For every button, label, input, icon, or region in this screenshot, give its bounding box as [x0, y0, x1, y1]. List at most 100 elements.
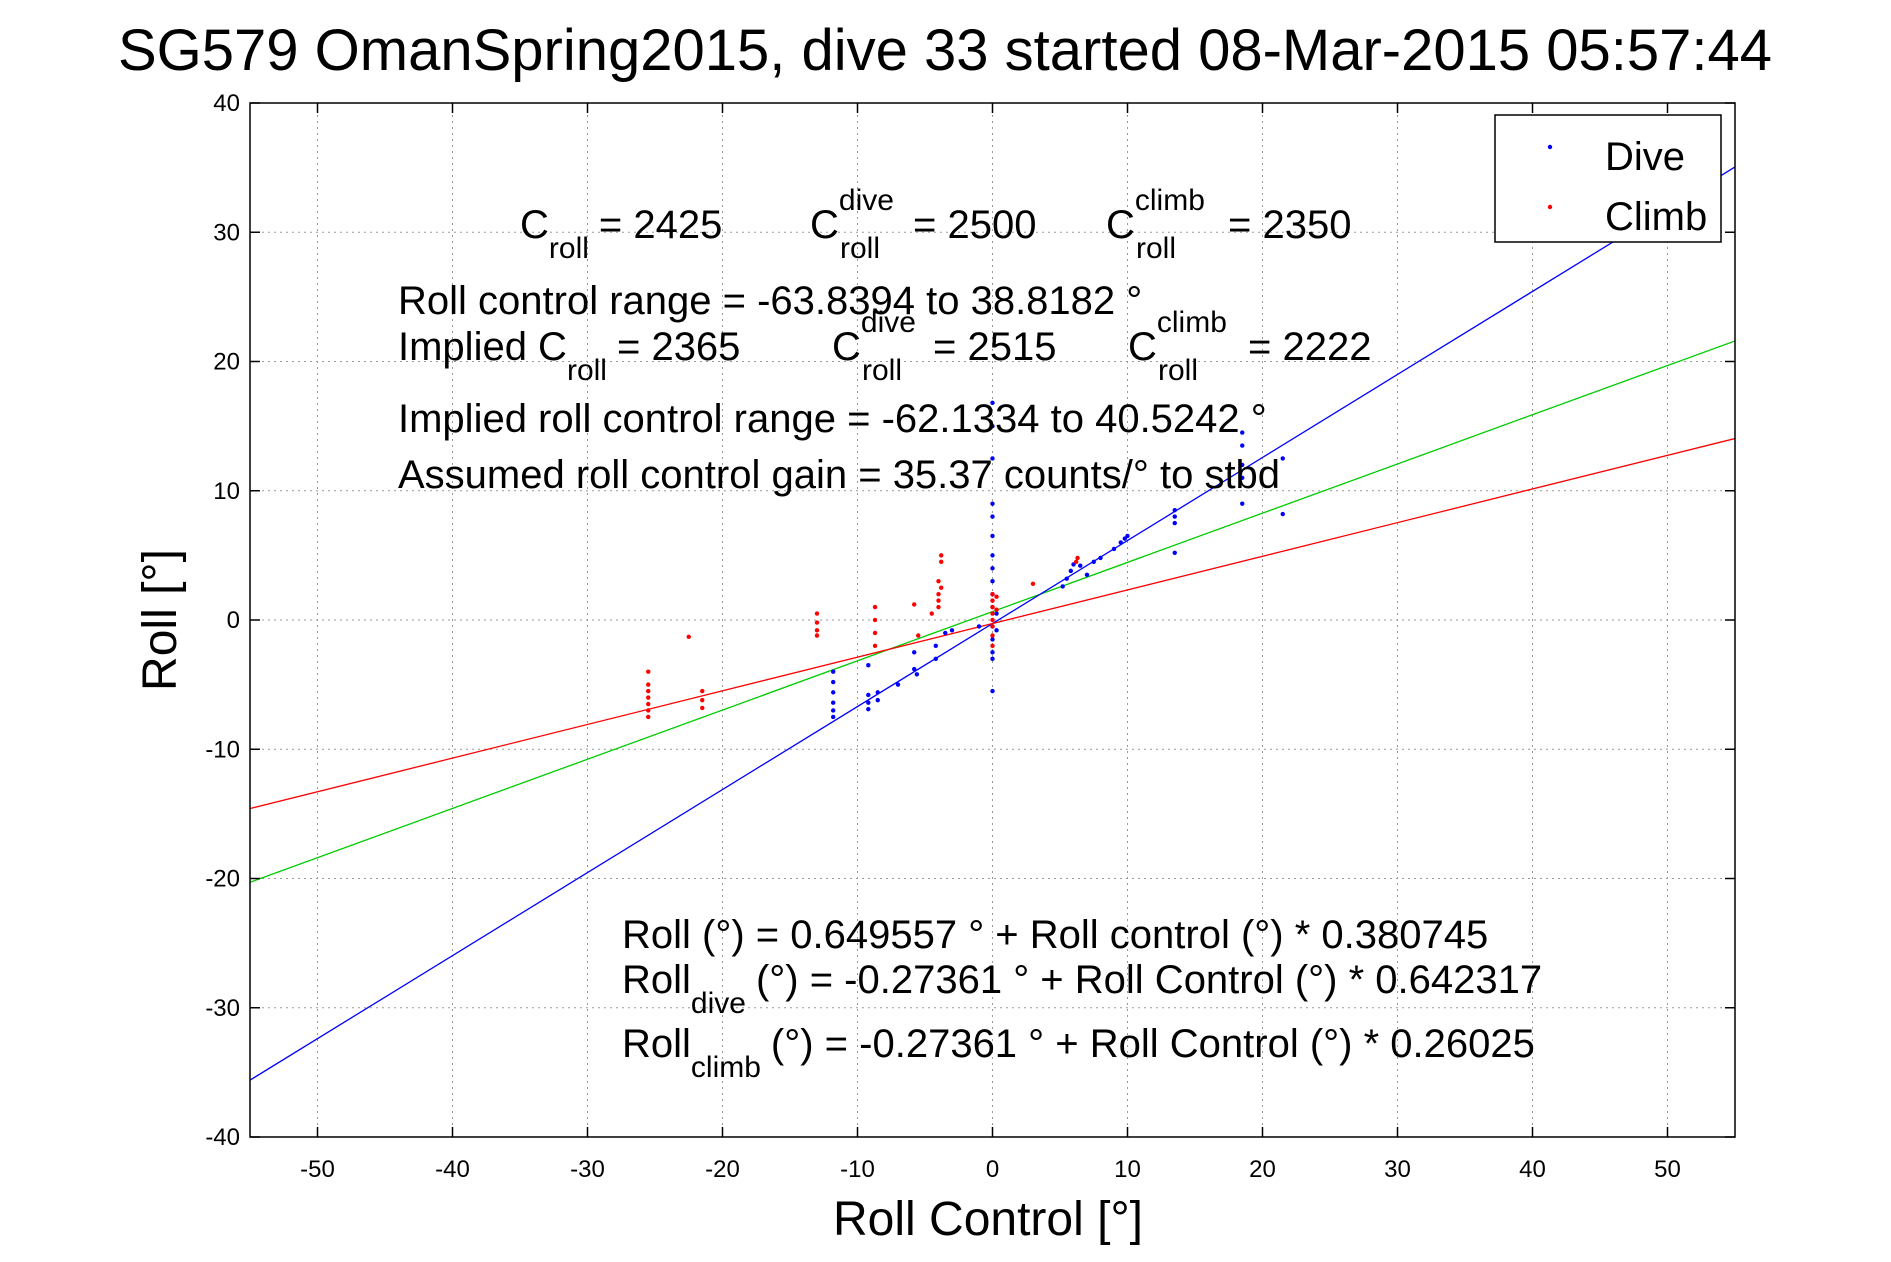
legend-box	[1494, 114, 1722, 243]
eq-climb-label: Roll	[622, 1022, 691, 1066]
dive-point	[831, 708, 836, 713]
dive-point	[1280, 456, 1285, 461]
dive-point	[1240, 462, 1245, 468]
x-tick-label: -50	[300, 1156, 335, 1183]
dive-point	[866, 663, 871, 668]
x-tick-label: 10	[1114, 1156, 1141, 1183]
implied-c-dive-annotation: Cdive	[832, 306, 916, 369]
climb-fit-line	[250, 437, 1735, 810]
x-tick-label: 40	[1519, 1156, 1546, 1183]
eq-dive-sub: dive	[691, 987, 746, 1020]
dive-point	[1240, 475, 1245, 481]
dive-point	[1240, 501, 1245, 506]
climb-point	[814, 633, 820, 638]
implied-climb-sub: roll	[1158, 354, 1198, 387]
c-roll-annotation: Croll = 2425	[520, 203, 722, 265]
dive-point	[990, 553, 995, 558]
dive-point	[912, 666, 917, 672]
climb-point	[990, 604, 995, 610]
implied-roll-control-range: Implied roll control range = -62.1334 to…	[398, 397, 1267, 441]
c-climb-sup: climb	[1135, 184, 1205, 217]
climb-point	[990, 591, 995, 597]
dive-point	[990, 656, 995, 661]
climb-point	[939, 559, 944, 565]
dive-point	[943, 630, 948, 636]
dive-point	[1172, 550, 1177, 555]
climb-point	[936, 591, 941, 597]
dive-point	[866, 700, 871, 705]
climb-point	[700, 705, 705, 711]
data-points	[646, 400, 1285, 720]
climb-point	[814, 620, 820, 625]
dive-point	[976, 624, 982, 629]
dive-point	[1240, 430, 1245, 435]
annotations: Croll = 2425 Cdive roll = 2500 Cclimb rol…	[398, 184, 1542, 1084]
dive-point	[914, 672, 920, 677]
climb-point	[686, 634, 691, 640]
climb-point	[990, 617, 995, 623]
implied-c-climb-annotation: Cclimb	[1128, 306, 1227, 369]
c-roll-label: C	[520, 203, 549, 247]
dive-point	[1118, 540, 1123, 545]
dive-point	[1098, 555, 1103, 561]
equation-combined: Roll (°) = 0.649557 ° + Roll control (°)…	[622, 913, 1488, 957]
climb-point	[929, 611, 934, 616]
climb-point	[646, 695, 651, 700]
implied-value: = 2365	[617, 325, 740, 369]
x-tick-label: -40	[435, 1156, 470, 1183]
dive-point	[1068, 568, 1074, 574]
implied-label: Implied C	[398, 325, 567, 369]
dive-point	[831, 679, 836, 685]
dive-point	[1064, 576, 1069, 581]
climb-point	[872, 630, 878, 636]
legend-label-climb: Climb	[1605, 195, 1707, 239]
climb-point	[990, 611, 995, 616]
implied-dive-sup: dive	[861, 306, 916, 339]
c-climb-label: C	[1106, 203, 1135, 247]
dive-point	[994, 611, 999, 616]
y-tick-label: 0	[227, 607, 240, 634]
implied-c-roll-annotation: Implied Croll = 2365	[398, 325, 740, 387]
dive-point	[831, 700, 836, 705]
legend-marker-dive	[1547, 144, 1553, 150]
eq-dive-rest: (°) = -0.27361 ° + Roll Control (°) * 0.…	[756, 958, 1542, 1002]
climb-point	[646, 708, 651, 713]
climb-point	[912, 602, 917, 607]
dive-point	[831, 714, 836, 720]
climb-point	[994, 594, 999, 599]
c-climb-value: = 2350	[1228, 203, 1351, 247]
y-tick-label: -10	[205, 736, 240, 763]
y-tick-label: -20	[205, 866, 240, 893]
y-tick-label: 30	[213, 219, 240, 246]
climb-point	[1075, 555, 1080, 561]
c-roll-value: = 2425	[599, 203, 722, 247]
dive-point	[875, 697, 880, 703]
c-roll-sub: roll	[549, 232, 589, 265]
dive-point	[1280, 511, 1285, 517]
climb-point	[646, 682, 651, 687]
y-tick-label: -40	[205, 1124, 240, 1151]
dive-point	[1172, 507, 1177, 513]
implied-sub: roll	[567, 354, 607, 387]
chart-title: SG579 OmanSpring2015, dive 33 started 08…	[118, 18, 1772, 83]
series-climb	[646, 553, 1080, 720]
c-climb-sub: roll	[1136, 232, 1176, 265]
y-tick-label: 10	[213, 478, 240, 505]
dive-point	[933, 643, 938, 649]
climb-point	[814, 628, 820, 633]
dive-point	[990, 650, 995, 655]
climb-point	[646, 669, 651, 674]
eq-dive-label: Roll	[622, 958, 691, 1002]
dive-point	[1240, 443, 1245, 448]
climb-point	[916, 633, 921, 638]
dive-point	[866, 692, 871, 698]
climb-point	[936, 598, 941, 603]
dive-point	[990, 533, 995, 539]
dive-point	[1091, 559, 1096, 565]
y-tick-label: -30	[205, 995, 240, 1022]
climb-point	[990, 633, 995, 638]
dive-point	[990, 688, 995, 694]
climb-point	[872, 617, 878, 623]
y-tick-label: 40	[213, 90, 240, 117]
